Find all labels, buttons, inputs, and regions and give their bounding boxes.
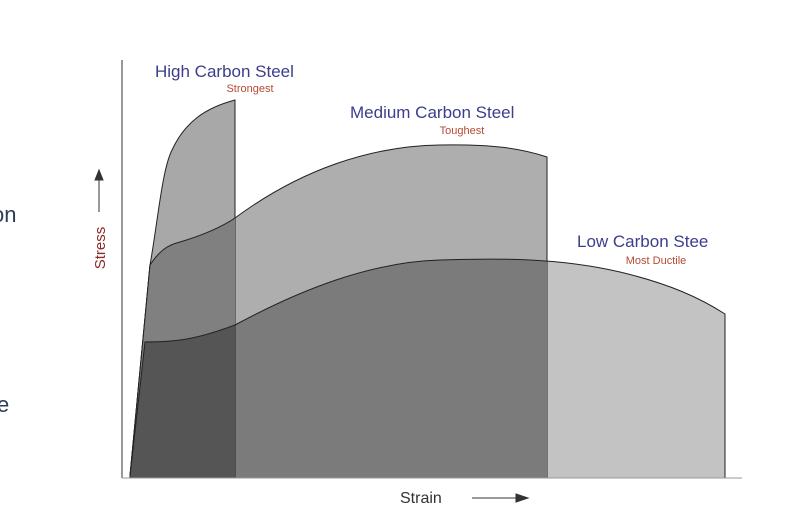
notes: Strongest Toughest Most Ductile	[226, 83, 686, 267]
curve-note: Most Ductile	[626, 255, 687, 267]
curve-note: Strongest	[226, 83, 273, 95]
y-axis-label: Stress	[92, 227, 109, 270]
cropped-text: on	[0, 202, 40, 228]
y-arrow	[94, 168, 104, 212]
curve-note: Toughest	[440, 125, 485, 137]
fragment: on	[0, 202, 17, 227]
curve-label: High Carbon Steel	[155, 62, 294, 81]
fragment: e	[0, 392, 10, 417]
curve-label: Medium Carbon Steel	[350, 103, 514, 122]
labels: High Carbon Steel Medium Carbon Steel Lo…	[155, 62, 708, 251]
cropped-text: e	[0, 392, 40, 418]
curve-label: Low Carbon Stee	[577, 232, 708, 251]
x-arrow	[472, 493, 530, 503]
curve-fills	[129, 99, 726, 479]
x-axis-label: Strain	[400, 490, 442, 507]
